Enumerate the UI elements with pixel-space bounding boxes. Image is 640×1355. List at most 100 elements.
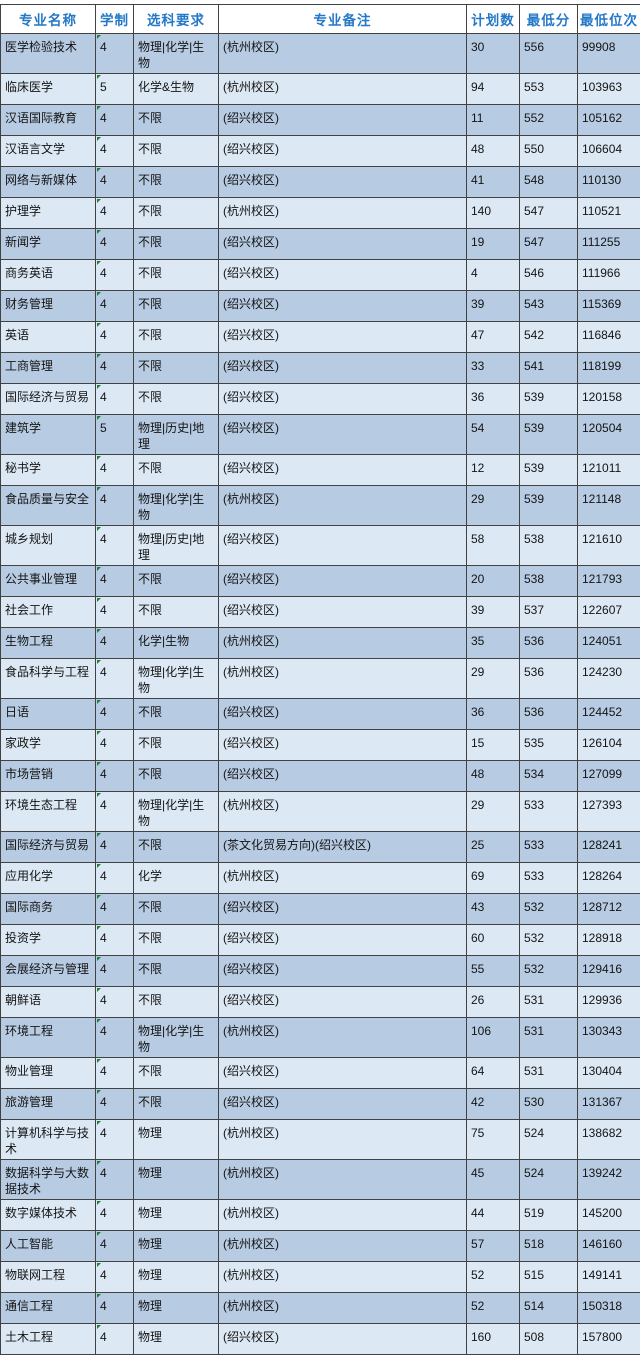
cell-remark: (杭州校区) xyxy=(219,34,467,74)
cell-plan-count: 43 xyxy=(467,894,520,925)
cell-min-score: 553 xyxy=(520,74,578,105)
cell-subject-requirement: 物理|历史|地理 xyxy=(134,415,219,455)
cell-duration: 4 xyxy=(96,863,134,894)
cell-plan-count: 33 xyxy=(467,353,520,384)
cell-subject-requirement: 不限 xyxy=(134,730,219,761)
cell-major-name: 旅游管理 xyxy=(1,1089,96,1120)
cell-subject-requirement: 物理|化学|生物 xyxy=(134,34,219,74)
cell-remark: (绍兴校区) xyxy=(219,699,467,730)
cell-plan-count: 11 xyxy=(467,105,520,136)
cell-min-score: 533 xyxy=(520,863,578,894)
cell-major-name: 市场营销 xyxy=(1,761,96,792)
cell-min-rank: 120158 xyxy=(578,384,640,415)
cell-plan-count: 94 xyxy=(467,74,520,105)
cell-min-score: 524 xyxy=(520,1120,578,1160)
cell-subject-requirement: 不限 xyxy=(134,455,219,486)
cell-duration: 4 xyxy=(96,455,134,486)
cell-subject-requirement: 不限 xyxy=(134,384,219,415)
cell-major-name: 公共事业管理 xyxy=(1,566,96,597)
cell-remark: (杭州校区) xyxy=(219,1200,467,1231)
cell-plan-count: 57 xyxy=(467,1231,520,1262)
cell-min-rank: 128918 xyxy=(578,925,640,956)
cell-subject-requirement: 不限 xyxy=(134,105,219,136)
cell-plan-count: 140 xyxy=(467,198,520,229)
cell-duration: 4 xyxy=(96,322,134,353)
cell-plan-count: 39 xyxy=(467,291,520,322)
cell-min-score: 531 xyxy=(520,1018,578,1058)
cell-min-score: 515 xyxy=(520,1262,578,1293)
cell-plan-count: 26 xyxy=(467,987,520,1018)
cell-remark: (绍兴校区) xyxy=(219,415,467,455)
cell-min-rank: 121148 xyxy=(578,486,640,526)
cell-plan-count: 12 xyxy=(467,455,520,486)
cell-subject-requirement: 物理 xyxy=(134,1262,219,1293)
header-cell-remark: 专业备注 xyxy=(219,5,467,34)
cell-min-rank: 149141 xyxy=(578,1262,640,1293)
cell-subject-requirement: 物理 xyxy=(134,1200,219,1231)
cell-min-rank: 128712 xyxy=(578,894,640,925)
cell-min-rank: 122607 xyxy=(578,597,640,628)
cell-duration: 5 xyxy=(96,415,134,455)
cell-duration: 4 xyxy=(96,1293,134,1324)
cell-major-name: 临床医学 xyxy=(1,74,96,105)
cell-subject-requirement: 物理|化学|生物 xyxy=(134,1018,219,1058)
cell-major-name: 土木工程 xyxy=(1,1324,96,1355)
cell-min-score: 552 xyxy=(520,105,578,136)
cell-min-rank: 121610 xyxy=(578,526,640,566)
cell-remark: (杭州校区) xyxy=(219,792,467,832)
header-cell-min-score: 最低分 xyxy=(520,5,578,34)
cell-plan-count: 48 xyxy=(467,761,520,792)
cell-subject-requirement: 不限 xyxy=(134,761,219,792)
cell-subject-requirement: 不限 xyxy=(134,229,219,260)
cell-remark: (杭州校区) xyxy=(219,1018,467,1058)
cell-duration: 4 xyxy=(96,597,134,628)
cell-min-rank: 127099 xyxy=(578,761,640,792)
cell-subject-requirement: 物理 xyxy=(134,1231,219,1262)
cell-plan-count: 35 xyxy=(467,628,520,659)
cell-major-name: 投资学 xyxy=(1,925,96,956)
cell-plan-count: 45 xyxy=(467,1160,520,1200)
cell-duration: 4 xyxy=(96,1231,134,1262)
cell-subject-requirement: 不限 xyxy=(134,136,219,167)
cell-min-score: 532 xyxy=(520,956,578,987)
cell-subject-requirement: 不限 xyxy=(134,987,219,1018)
cell-remark: (绍兴校区) xyxy=(219,229,467,260)
cell-min-rank: 111966 xyxy=(578,260,640,291)
cell-subject-requirement: 不限 xyxy=(134,894,219,925)
cell-duration: 4 xyxy=(96,894,134,925)
cell-major-name: 社会工作 xyxy=(1,597,96,628)
cell-duration: 4 xyxy=(96,291,134,322)
cell-plan-count: 25 xyxy=(467,832,520,863)
cell-remark: (绍兴校区) xyxy=(219,925,467,956)
cell-duration: 4 xyxy=(96,566,134,597)
cell-remark: (绍兴校区) xyxy=(219,894,467,925)
cell-plan-count: 60 xyxy=(467,925,520,956)
cell-min-rank: 145200 xyxy=(578,1200,640,1231)
cell-major-name: 国际商务 xyxy=(1,894,96,925)
cell-subject-requirement: 物理|化学|生物 xyxy=(134,486,219,526)
cell-major-name: 朝鲜语 xyxy=(1,987,96,1018)
cell-duration: 4 xyxy=(96,987,134,1018)
cell-plan-count: 52 xyxy=(467,1293,520,1324)
cell-duration: 4 xyxy=(96,761,134,792)
cell-major-name: 英语 xyxy=(1,322,96,353)
cell-plan-count: 44 xyxy=(467,1200,520,1231)
cell-min-rank: 121011 xyxy=(578,455,640,486)
cell-remark: (杭州校区) xyxy=(219,1120,467,1160)
cell-plan-count: 15 xyxy=(467,730,520,761)
